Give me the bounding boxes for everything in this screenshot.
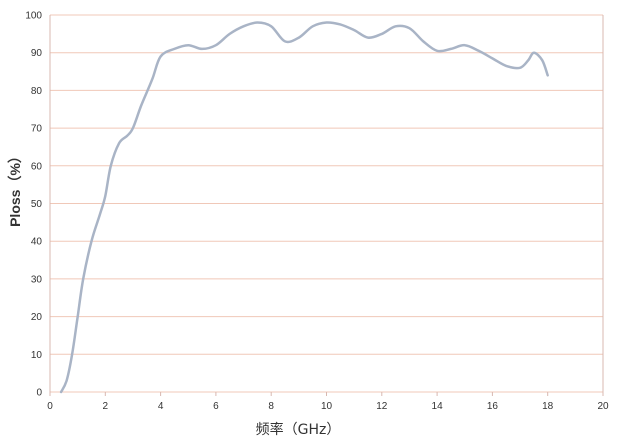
gridlines (49, 14, 604, 393)
y-tick-label: 70 (31, 124, 43, 135)
x-tick-label: 12 (376, 401, 388, 412)
series-line (59, 21, 549, 394)
x-tick-label: 18 (542, 401, 554, 412)
y-tick-label: 100 (25, 11, 42, 22)
y-tick-label: 10 (31, 350, 43, 361)
y-tick-label: 30 (31, 274, 43, 285)
x-tick-label: 10 (321, 401, 333, 412)
y-axis-title: Ploss（%） (7, 149, 23, 227)
x-tick-label: 8 (268, 401, 274, 412)
y-tick-label: 80 (31, 86, 43, 97)
x-axis-title: 频率（GHz） (256, 421, 341, 438)
y-tick-label: 50 (31, 199, 43, 210)
x-tick-label: 20 (597, 401, 609, 412)
x-tick-label: 16 (487, 401, 499, 412)
y-tick-label: 20 (31, 312, 43, 323)
x-tick-label: 0 (47, 401, 53, 412)
x-tick-label: 4 (158, 401, 164, 412)
y-tick-label: 0 (36, 388, 42, 399)
y-tick-label: 40 (31, 237, 43, 248)
x-tick-label: 14 (432, 401, 444, 412)
y-tick-label: 90 (31, 48, 43, 59)
y-axis-ticks: 0 10 20 30 40 50 60 70 80 90 100 (25, 11, 42, 399)
x-tick-label: 6 (213, 401, 219, 412)
y-tick-label: 60 (31, 161, 43, 172)
x-axis-ticks: 0 2 4 6 8 10 12 14 16 18 20 (47, 392, 609, 412)
x-tick-label: 2 (103, 401, 109, 412)
